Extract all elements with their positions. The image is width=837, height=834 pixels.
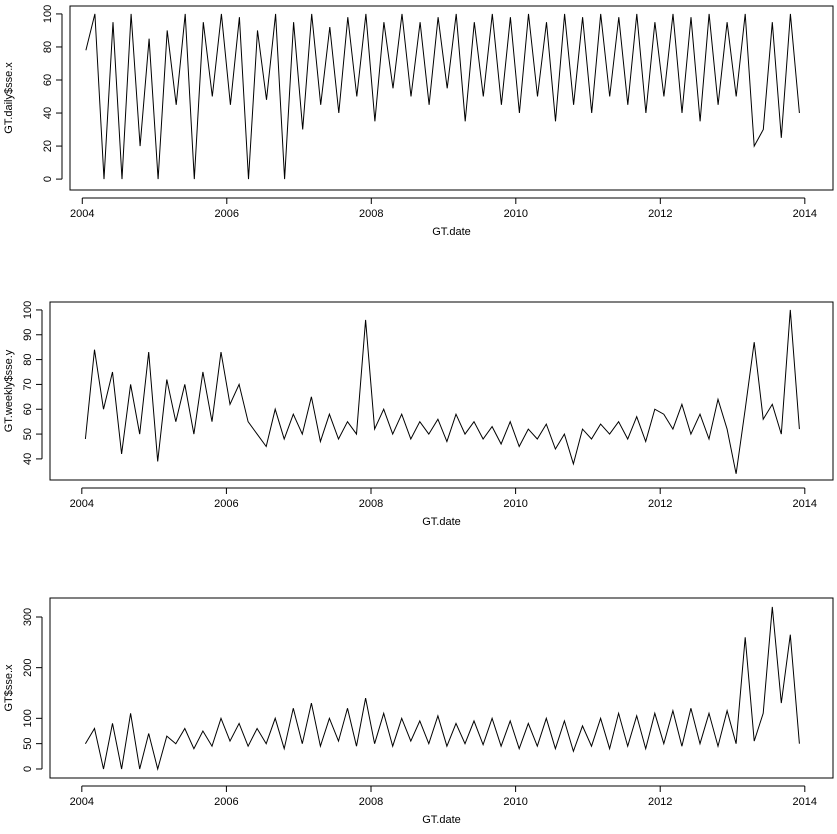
- x-axis-label: GT.date: [422, 814, 461, 826]
- x-tick-label: 2014: [793, 498, 817, 510]
- x-tick-label: 2008: [359, 208, 383, 220]
- y-tick-label: 60: [42, 74, 54, 86]
- y-tick-label: 40: [42, 107, 54, 119]
- y-axis-label: GT.daily$sse.x: [3, 62, 15, 134]
- y-tick-label: 70: [22, 378, 34, 390]
- plot-frame: [49, 597, 834, 779]
- x-tick-label: 2008: [359, 796, 383, 808]
- x-axis-label: GT.date: [422, 516, 461, 528]
- data-line: [84, 606, 800, 771]
- x-tick-label: 2004: [70, 498, 94, 510]
- x-tick-label: 2012: [648, 208, 672, 220]
- x-tick-label: 2010: [503, 498, 527, 510]
- y-tick-label: 0: [22, 766, 34, 772]
- x-tick-label: 2006: [214, 796, 238, 808]
- y-tick-label: 90: [22, 329, 34, 341]
- y-tick-label: 100: [42, 5, 54, 23]
- y-tick-label: 80: [22, 353, 34, 365]
- x-tick-label: 2004: [70, 796, 94, 808]
- x-tick-label: 2010: [504, 208, 528, 220]
- x-tick-label: 2006: [215, 208, 239, 220]
- data-line: [84, 309, 800, 474]
- plot-frame: [69, 5, 834, 191]
- y-tick-label: 300: [22, 608, 34, 626]
- y-tick-label: 20: [42, 140, 54, 152]
- data-line: [85, 13, 800, 180]
- y-tick-label: 40: [22, 453, 34, 465]
- x-axis-label: GT.date: [432, 226, 471, 238]
- y-tick-label: 200: [22, 658, 34, 676]
- x-tick-label: 2004: [70, 208, 94, 220]
- x-tick-label: 2014: [793, 208, 817, 220]
- y-tick-label: 50: [22, 738, 34, 750]
- x-tick-label: 2008: [359, 498, 383, 510]
- y-tick-label: 100: [22, 709, 34, 727]
- y-tick-label: 60: [22, 403, 34, 415]
- y-tick-label: 100: [22, 301, 34, 319]
- y-tick-label: 80: [42, 41, 54, 53]
- y-axis-label: GT$sse.x: [3, 664, 15, 712]
- x-tick-label: 2010: [503, 796, 527, 808]
- y-axis-label: GT.weekly$sse.y: [3, 349, 15, 432]
- x-tick-label: 2012: [648, 796, 672, 808]
- x-tick-label: 2012: [648, 498, 672, 510]
- x-tick-label: 2014: [793, 796, 817, 808]
- y-tick-label: 0: [42, 176, 54, 182]
- plot-frame: [49, 301, 834, 481]
- y-tick-label: 50: [22, 428, 34, 440]
- x-tick-label: 2006: [214, 498, 238, 510]
